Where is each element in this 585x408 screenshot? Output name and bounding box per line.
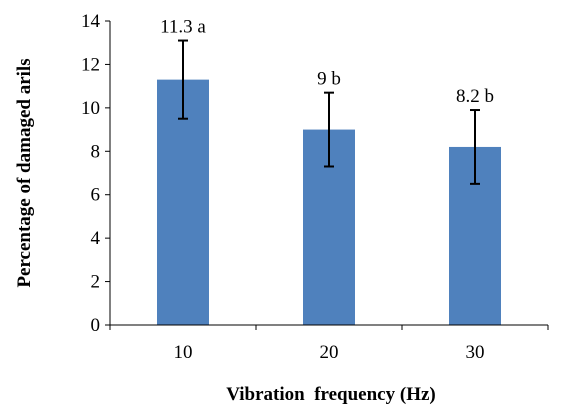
data-labels-group: 11.3 a 9 b 8.2 b (160, 17, 494, 107)
data-label-10: 11.3 a (160, 17, 206, 38)
error-bar-10 (178, 39, 188, 120)
x-tick-label-10: 10 (174, 342, 193, 363)
data-label-30: 8.2 b (456, 86, 494, 107)
error-bars-group (178, 39, 480, 185)
y-tick-label: 14 (81, 11, 101, 32)
error-bar-20 (324, 91, 334, 168)
x-axis-title: Vibration frequency (Hz) (226, 384, 436, 405)
y-tick-label: 6 (91, 185, 101, 206)
y-tick-label: 0 (91, 315, 101, 336)
y-tick-label: 4 (91, 228, 101, 249)
x-tick-label-30: 30 (466, 342, 485, 363)
error-bar-30 (470, 109, 480, 185)
y-tick-label: 12 (81, 54, 100, 75)
data-label-20: 9 b (317, 69, 341, 90)
x-axis-ticks: 10 20 30 (109, 325, 549, 363)
y-axis-ticks: 0 2 4 6 8 10 12 14 (81, 11, 110, 336)
y-tick-label: 2 (91, 272, 101, 293)
y-tick-label: 8 (91, 141, 101, 162)
y-tick-label: 10 (81, 98, 100, 119)
bar-10 (157, 79, 209, 325)
bars-group (157, 79, 501, 325)
x-tick-label-20: 20 (320, 342, 339, 363)
y-axis-title: Percentage of damaged arils (14, 58, 35, 287)
